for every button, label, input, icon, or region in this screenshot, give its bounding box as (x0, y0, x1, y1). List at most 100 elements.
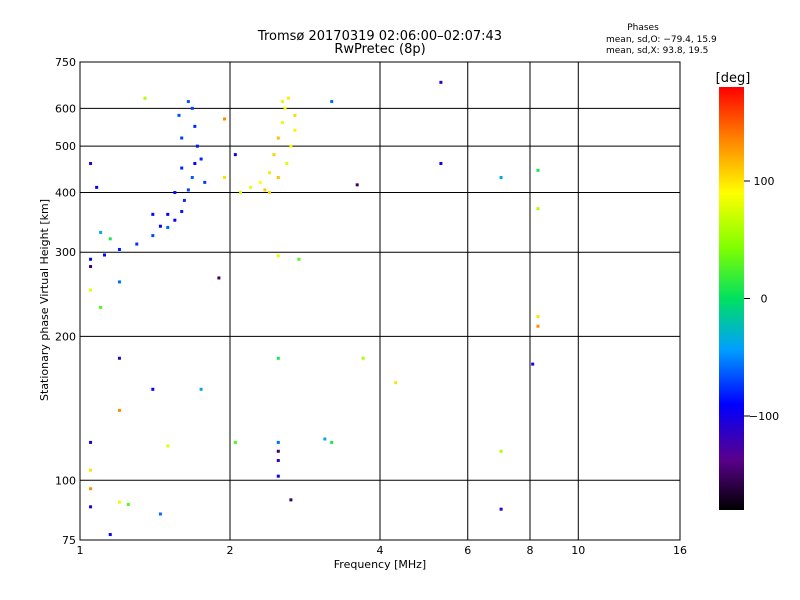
data-point (499, 449, 503, 453)
data-point (143, 96, 147, 100)
colorbar-tick-label: 0 (761, 293, 768, 306)
data-point (193, 161, 197, 165)
data-point (223, 117, 227, 121)
data-point (289, 498, 293, 502)
data-point (193, 124, 197, 128)
y-tick-label: 100 (55, 474, 76, 487)
data-point (249, 185, 253, 189)
data-point (233, 153, 237, 157)
data-point (190, 106, 194, 110)
data-point (89, 265, 93, 269)
data-point (199, 387, 203, 391)
data-point (536, 168, 540, 172)
colorbar-label: [deg] (716, 71, 751, 86)
y-axis-label: Stationary phase Virtual Height [km] (38, 199, 51, 401)
data-point (276, 458, 280, 462)
data-point (267, 171, 271, 175)
data-point (272, 153, 276, 157)
data-point (394, 381, 398, 385)
data-point (330, 100, 334, 104)
data-point (276, 254, 280, 258)
data-point (158, 224, 162, 228)
data-point (286, 96, 290, 100)
data-point (439, 80, 443, 84)
data-point (531, 362, 535, 366)
data-point (276, 175, 280, 179)
x-tick-label: 1 (77, 544, 84, 557)
data-point (180, 166, 184, 170)
y-tick-label: 400 (55, 186, 76, 199)
data-point (536, 315, 540, 319)
data-point (151, 234, 155, 238)
data-point (217, 276, 221, 280)
data-point (151, 387, 155, 391)
data-point (89, 440, 93, 444)
data-point (258, 180, 262, 184)
y-tick-label: 200 (55, 330, 76, 343)
data-point (323, 437, 327, 441)
data-point (195, 144, 199, 148)
data-points (89, 80, 540, 537)
x-axis-ticks: 1 2 4 6 8 10 16 (77, 544, 688, 557)
data-point (330, 440, 334, 444)
y-tick-label: 500 (55, 140, 76, 153)
data-point (281, 121, 285, 125)
data-point (89, 257, 93, 261)
x-tick-label: 4 (377, 544, 384, 557)
data-point (158, 512, 162, 516)
y-tick-label: 300 (55, 246, 76, 259)
data-point (239, 190, 243, 194)
data-point (267, 190, 271, 194)
phases-x-stats: mean, sd,X: 93.8, 19.5 (606, 46, 708, 56)
data-point (89, 288, 93, 292)
data-point (182, 198, 186, 202)
data-point (89, 161, 93, 165)
chart-title: Tromsø 20170319 02:06:00–02:07:43 (257, 29, 502, 44)
data-point (173, 190, 177, 194)
data-point (499, 175, 503, 179)
data-point (99, 305, 103, 309)
x-tick-label: 16 (673, 544, 687, 557)
data-point (89, 505, 93, 509)
data-point (89, 487, 93, 491)
colorbar-tick-label: 100 (754, 175, 775, 188)
data-point (289, 144, 293, 148)
data-point (276, 440, 280, 444)
y-tick-label: 600 (55, 102, 76, 115)
data-point (99, 230, 103, 234)
data-point (439, 161, 443, 165)
data-point (536, 324, 540, 328)
phases-title: Phases (627, 23, 659, 33)
colorbar-ticks: 100 0 −100 (744, 175, 779, 423)
data-point (355, 183, 359, 187)
data-point (89, 468, 93, 472)
data-point (177, 113, 181, 117)
data-point (285, 161, 289, 165)
data-point (297, 257, 301, 261)
data-point (135, 242, 139, 246)
data-point (166, 444, 170, 448)
y-tick-label: 750 (55, 56, 76, 69)
y-tick-label: 75 (62, 534, 76, 547)
data-point (166, 212, 170, 216)
data-point (276, 136, 280, 140)
data-point (263, 188, 267, 192)
data-point (117, 280, 121, 284)
data-point (108, 237, 112, 241)
data-point (233, 440, 237, 444)
y-axis-ticks: 75 100 200 300 400 500 600 750 (55, 56, 76, 547)
data-point (126, 502, 130, 506)
data-point (95, 185, 99, 189)
x-tick-label: 2 (227, 544, 234, 557)
data-point (293, 128, 297, 132)
data-point (186, 100, 190, 104)
gridlines (80, 62, 680, 540)
colorbar-tick-label: −100 (749, 410, 779, 423)
data-point (293, 113, 297, 117)
data-point (151, 212, 155, 216)
data-point (108, 533, 112, 537)
data-point (199, 157, 203, 161)
data-point (117, 247, 121, 251)
data-point (499, 507, 503, 511)
